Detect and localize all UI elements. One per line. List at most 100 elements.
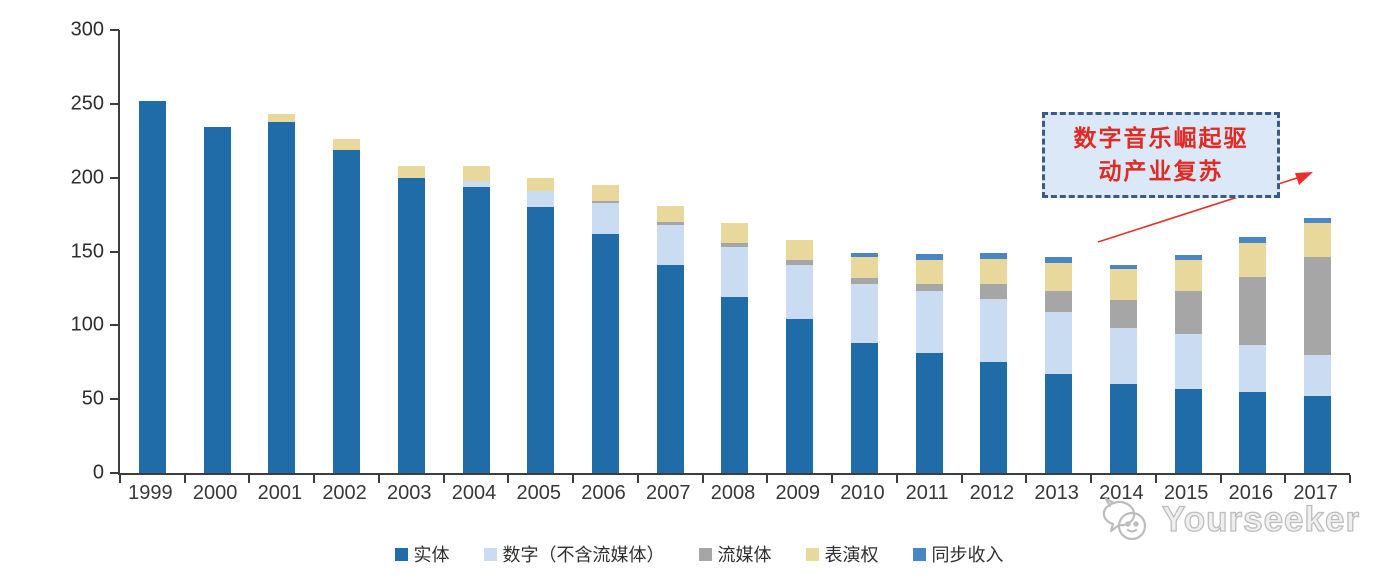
bar-2008-segment-digital-excl-streaming: [721, 247, 749, 298]
legend-label-performance-rights: 表演权: [824, 545, 879, 565]
bar-column-2008: [703, 30, 768, 473]
bar-2005-segment-digital-excl-streaming: [527, 190, 555, 208]
bar-2016-segment-performance-rights: [1239, 242, 1267, 277]
bar-column-2014: [1091, 30, 1156, 473]
bar-2012-segment-streaming: [980, 284, 1008, 299]
legend-item-streaming: 流媒体: [698, 541, 772, 567]
y-tick-label-200: 200: [70, 166, 104, 189]
bar-2015-segment-performance-rights: [1174, 260, 1202, 292]
bar-2008-segment-performance-rights: [721, 223, 749, 243]
y-tick-mark: [110, 398, 119, 401]
legend-swatch-streaming: [698, 547, 712, 561]
bar-2015-segment-physical: [1174, 388, 1202, 473]
bar-2009-segment-streaming: [786, 260, 814, 265]
bar-2017-segment-physical: [1304, 396, 1332, 473]
bar-column-2015: [1156, 30, 1221, 473]
bar-2013-segment-performance-rights: [1045, 263, 1073, 292]
x-tick-mark: [572, 475, 575, 483]
bar-2002-segment-performance-rights: [333, 139, 361, 150]
bar-2004: [462, 165, 490, 473]
bar-2009-segment-physical: [786, 319, 814, 473]
bar-2001: [268, 114, 296, 473]
legend-swatch-sync-revenue: [912, 547, 926, 561]
bar-2009-segment-performance-rights: [786, 239, 814, 261]
legend-label-digital-excl-streaming: 数字（不含流媒体）: [502, 545, 665, 565]
bar-2017-segment-sync-revenue: [1304, 217, 1332, 224]
watermark-text: Yourseeker: [1161, 499, 1361, 539]
bar-column-2010: [832, 30, 897, 473]
bar-2011: [915, 254, 943, 473]
x-tick-mark: [442, 475, 445, 483]
x-tick-label-2014: 2014: [1099, 482, 1144, 504]
bar-2007: [656, 205, 684, 473]
bar-2008-segment-streaming: [721, 242, 749, 248]
y-tick-label-250: 250: [70, 92, 104, 115]
bar-2000: [203, 127, 231, 473]
bar-2011-segment-sync-revenue: [915, 254, 943, 261]
bar-2014-segment-performance-rights: [1109, 269, 1137, 301]
bar-column-2001: [249, 30, 314, 473]
bar-2013-segment-streaming: [1045, 291, 1073, 313]
bar-2017-segment-digital-excl-streaming: [1304, 354, 1332, 397]
bar-column-2007: [638, 30, 703, 473]
bar-2013-segment-sync-revenue: [1045, 257, 1073, 264]
x-tick-mark: [701, 475, 704, 483]
bar-2012: [980, 253, 1008, 473]
bar-column-2003: [379, 30, 444, 473]
bar-2006-segment-digital-excl-streaming: [592, 202, 619, 234]
y-tick-mark: [110, 324, 119, 327]
bar-2015-segment-sync-revenue: [1174, 254, 1202, 261]
bar-2001-segment-performance-rights: [268, 114, 296, 122]
bar-2000-segment-physical: [203, 127, 231, 473]
x-axis-labels: 1999 2000 2001 2002 2003 2004 2005 2006 2007 2008…: [118, 482, 1348, 505]
y-tick-label-0: 0: [92, 461, 104, 484]
legend-swatch-digital-excl-streaming: [483, 547, 497, 561]
bar-2004-segment-digital-excl-streaming: [462, 180, 490, 187]
bar-2006-segment-performance-rights: [592, 185, 619, 202]
bar-2010-segment-physical: [850, 343, 878, 473]
bar-2015-segment-streaming: [1174, 291, 1202, 335]
bar-2006-segment-streaming: [592, 201, 619, 203]
x-tick-label-2016: 2016: [1228, 482, 1274, 504]
bar-2012-segment-physical: [980, 362, 1008, 473]
bar-2010-segment-performance-rights: [850, 257, 878, 279]
x-tick-label-1999: 1999: [128, 482, 173, 504]
x-tick-label-2003: 2003: [387, 482, 432, 504]
x-tick-label-2004: 2004: [451, 482, 497, 504]
bar-2005-segment-physical: [527, 207, 555, 473]
bar-2007-segment-physical: [656, 264, 684, 473]
bar-column-2000: [185, 30, 250, 473]
bar-2016-segment-streaming: [1239, 276, 1267, 345]
y-tick-label-300: 300: [70, 18, 104, 41]
bar-2011-segment-streaming: [915, 284, 943, 292]
x-tick-mark: [636, 475, 639, 483]
y-tick-mark: [110, 29, 119, 31]
x-tick-label-2002: 2002: [322, 482, 367, 504]
bar-1999: [138, 100, 166, 473]
x-tick-mark: [1349, 475, 1351, 483]
bar-2001-segment-physical: [268, 121, 296, 473]
bar-1999-segment-physical: [138, 100, 166, 473]
bar-2002-segment-physical: [333, 149, 361, 473]
x-tick-mark: [248, 475, 251, 483]
bar-2013: [1045, 257, 1073, 473]
legend-label-sync-revenue: 同步收入: [931, 545, 1004, 565]
legend-item-performance-rights: 表演权: [805, 541, 879, 567]
x-tick-mark: [1284, 475, 1287, 483]
bar-2008-segment-physical: [721, 297, 749, 473]
x-tick-label-2011: 2011: [905, 482, 949, 504]
legend-label-streaming: 流媒体: [717, 545, 772, 565]
watermark: Yourseeker: [1100, 496, 1360, 544]
bar-2007-segment-performance-rights: [656, 205, 684, 222]
plot-area: 0 50 100 150 200 250 300: [71, 19, 1351, 484]
legend: 实体 数字（不含流媒体） 流媒体 表演权 同步收入: [0, 541, 1398, 567]
bar-2002: [333, 139, 361, 473]
y-tick-mark: [110, 176, 119, 179]
bar-2005: [527, 177, 555, 473]
x-tick-mark: [183, 475, 186, 483]
bar-column-2002: [314, 30, 379, 473]
bar-2014: [1109, 264, 1137, 473]
bar-2008: [721, 223, 749, 473]
y-tick-mark: [110, 250, 119, 253]
bar-column-2013: [1026, 30, 1091, 473]
